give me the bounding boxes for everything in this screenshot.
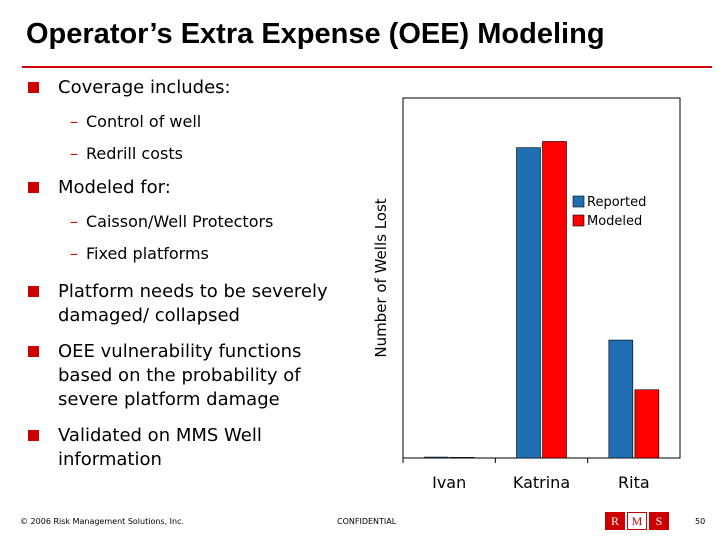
bar-reported-ivan xyxy=(423,456,449,459)
bar-modeled-rita xyxy=(634,389,660,459)
rms-logo: R M S xyxy=(605,512,671,530)
logo-letter: S xyxy=(649,512,669,530)
legend-label-modeled: Modeled xyxy=(587,214,642,229)
sub-bullet-caisson: – Caisson/Well Protectors xyxy=(70,212,273,232)
x-tick-label: Ivan xyxy=(432,473,466,492)
x-tick-label: Rita xyxy=(618,473,650,492)
logo-letter: M xyxy=(627,512,647,530)
bullet-text: Modeled for: xyxy=(58,177,171,198)
sub-dash: – xyxy=(70,244,78,263)
sub-dash: – xyxy=(70,112,78,131)
bullet-text: Coverage includes: xyxy=(58,77,231,98)
bullet-marker xyxy=(28,286,39,297)
slide-title: Operator’s Extra Expense (OEE) Modeling xyxy=(26,18,605,50)
bullet-text: Validated on MMS Well information xyxy=(58,425,262,470)
plot-area: Number of Wells Lost Ivan Katrina Rita Repor… xyxy=(372,97,681,492)
bullet-marker xyxy=(28,82,39,93)
bar-modeled-ivan xyxy=(449,457,475,459)
bar-reported-katrina xyxy=(516,147,541,459)
x-tick-label: Katrina xyxy=(513,473,570,492)
confidential-label: CONFIDENTIAL xyxy=(337,517,397,526)
bullet-text: Platform needs to be severely damaged/ c… xyxy=(58,281,328,326)
legend-label-reported: Reported xyxy=(587,195,646,210)
sub-bullet-text: Control of well xyxy=(86,112,202,131)
bullet-marker xyxy=(28,430,39,441)
sub-dash: – xyxy=(70,144,78,163)
legend-swatch-modeled xyxy=(572,214,585,227)
sub-bullet-redrill-costs: – Redrill costs xyxy=(70,144,183,164)
bullet-marker xyxy=(28,346,39,357)
page-number: 50 xyxy=(695,517,706,526)
sub-bullet-text: Redrill costs xyxy=(86,144,183,163)
sub-bullet-fixed-platforms: – Fixed platforms xyxy=(70,244,209,264)
y-axis-label: Number of Wells Lost xyxy=(372,198,390,357)
plot-frame xyxy=(402,97,681,459)
bullet-text: OEE vulnerability functions based on the… xyxy=(58,341,302,410)
copyright: © 2006 Risk Management Solutions, Inc. xyxy=(20,517,185,526)
bullet-marker xyxy=(28,182,39,193)
bar-modeled-katrina xyxy=(542,141,567,459)
sub-bullet-control-of-well: – Control of well xyxy=(70,112,201,132)
logo-letter: R xyxy=(605,512,625,530)
legend-swatch-reported xyxy=(572,195,585,208)
sub-bullet-text: Caisson/Well Protectors xyxy=(86,212,274,231)
sub-dash: – xyxy=(70,212,78,231)
bar-reported-rita xyxy=(608,339,634,459)
sub-bullet-text: Fixed platforms xyxy=(86,244,209,263)
title-rule xyxy=(22,66,712,68)
